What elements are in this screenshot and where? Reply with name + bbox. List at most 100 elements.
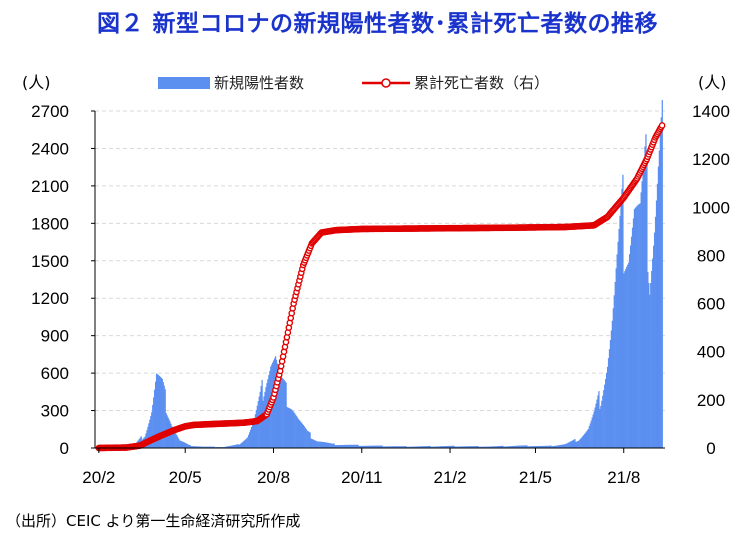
bar bbox=[582, 435, 585, 448]
bar bbox=[178, 440, 181, 448]
bar bbox=[443, 446, 446, 448]
bar bbox=[435, 446, 437, 448]
bar bbox=[538, 445, 541, 448]
bar bbox=[613, 295, 615, 448]
bar bbox=[535, 446, 538, 448]
bar bbox=[512, 445, 515, 448]
bar bbox=[450, 445, 452, 448]
bar bbox=[329, 443, 331, 448]
bar bbox=[556, 445, 558, 448]
bar bbox=[292, 410, 294, 448]
bar bbox=[486, 446, 488, 448]
left-tick-label: 900 bbox=[41, 327, 69, 346]
bar bbox=[193, 446, 195, 448]
bar bbox=[601, 400, 603, 448]
bar bbox=[566, 443, 568, 448]
bar bbox=[647, 272, 649, 448]
bar bbox=[564, 444, 566, 448]
left-tick-label: 1200 bbox=[31, 289, 69, 308]
bar bbox=[328, 442, 330, 448]
left-tick-label: 2700 bbox=[31, 102, 69, 121]
bar bbox=[294, 413, 296, 448]
bar bbox=[365, 445, 367, 448]
line-series bbox=[95, 122, 666, 452]
bar bbox=[404, 446, 406, 448]
bar bbox=[360, 445, 362, 448]
bar bbox=[474, 446, 476, 448]
bar bbox=[252, 421, 255, 448]
bar bbox=[508, 446, 510, 448]
x-tick-label: 20/2 bbox=[82, 468, 115, 487]
bar bbox=[587, 428, 590, 448]
bar bbox=[565, 443, 567, 448]
bar bbox=[482, 446, 484, 448]
bar bbox=[262, 400, 264, 448]
bar bbox=[174, 431, 176, 448]
bar bbox=[488, 446, 491, 448]
bar bbox=[344, 444, 347, 448]
bar bbox=[184, 442, 186, 448]
bar bbox=[176, 434, 178, 448]
bar bbox=[289, 408, 291, 448]
bar bbox=[409, 446, 411, 448]
bar bbox=[576, 441, 578, 448]
bar bbox=[511, 446, 514, 448]
bar bbox=[661, 100, 663, 448]
bar bbox=[207, 446, 210, 448]
bar bbox=[608, 349, 611, 448]
bar bbox=[645, 134, 647, 448]
bar bbox=[594, 407, 596, 448]
bar bbox=[224, 446, 226, 448]
bar bbox=[339, 445, 341, 448]
bar bbox=[370, 445, 373, 448]
bar bbox=[201, 446, 204, 448]
bar bbox=[249, 432, 251, 448]
bar bbox=[197, 446, 199, 448]
bar bbox=[392, 446, 395, 448]
bar bbox=[306, 430, 308, 448]
bar bbox=[335, 445, 337, 448]
left-tick-label: 600 bbox=[41, 364, 69, 383]
bar bbox=[439, 446, 441, 448]
bar bbox=[528, 446, 530, 448]
bar bbox=[152, 404, 154, 448]
bar bbox=[357, 444, 359, 448]
bar bbox=[487, 446, 490, 448]
bar bbox=[441, 446, 444, 448]
bar bbox=[315, 440, 317, 448]
bar bbox=[641, 181, 643, 449]
bar bbox=[172, 428, 174, 448]
bar bbox=[579, 439, 581, 448]
bar bbox=[183, 442, 186, 448]
bar bbox=[374, 445, 376, 448]
grid-lines bbox=[95, 110, 665, 412]
bar bbox=[238, 444, 240, 448]
bar bbox=[225, 446, 228, 448]
bar bbox=[170, 423, 172, 448]
source-note: （出所）CEIC より第一生命経済研究所作成 bbox=[6, 512, 301, 530]
bar bbox=[428, 445, 430, 448]
bar bbox=[206, 446, 209, 448]
bar bbox=[539, 445, 542, 448]
bar bbox=[394, 446, 397, 448]
bar bbox=[263, 396, 265, 448]
bar bbox=[358, 445, 360, 448]
bar bbox=[251, 424, 254, 448]
bar bbox=[462, 446, 464, 448]
bar bbox=[393, 446, 396, 448]
bar bbox=[383, 446, 385, 448]
bar bbox=[229, 445, 232, 448]
bar bbox=[353, 444, 355, 448]
bar bbox=[456, 446, 458, 448]
bar bbox=[396, 446, 399, 448]
bar bbox=[540, 445, 542, 448]
bar bbox=[326, 442, 329, 448]
bar bbox=[430, 446, 432, 448]
bar bbox=[281, 377, 283, 448]
bar bbox=[319, 441, 321, 448]
bar bbox=[588, 426, 590, 448]
bar bbox=[182, 441, 185, 448]
bar bbox=[520, 445, 522, 448]
bar bbox=[425, 446, 427, 448]
bar bbox=[367, 445, 369, 448]
